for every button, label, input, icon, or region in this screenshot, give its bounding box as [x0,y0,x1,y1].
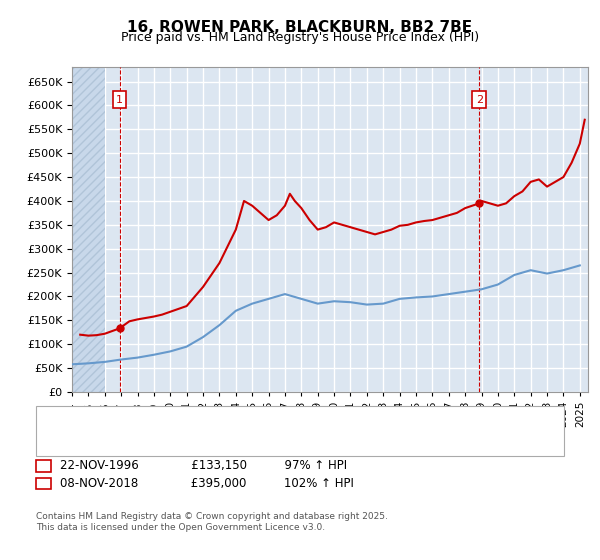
Text: HPI: Average price, detached house, Blackburn with Darwen: HPI: Average price, detached house, Blac… [99,443,413,453]
Text: 2: 2 [476,95,483,105]
Text: HPI: Average price, detached house, Blackburn with Darwen: HPI: Average price, detached house, Blac… [89,440,403,450]
Text: 08-NOV-2018              £395,000          102% ↑ HPI: 08-NOV-2018 £395,000 102% ↑ HPI [60,477,354,491]
Text: ─────: ───── [48,441,86,455]
Text: ─────: ───── [48,427,86,441]
Text: Price paid vs. HM Land Registry's House Price Index (HPI): Price paid vs. HM Land Registry's House … [121,31,479,44]
Text: 16, ROWEN PARK, BLACKBURN, BB2 7BE (detached house): 16, ROWEN PARK, BLACKBURN, BB2 7BE (deta… [89,429,395,439]
Text: 16, ROWEN PARK, BLACKBURN, BB2 7BE (detached house): 16, ROWEN PARK, BLACKBURN, BB2 7BE (deta… [99,429,405,439]
Text: 1: 1 [116,95,123,105]
Text: 16, ROWEN PARK, BLACKBURN, BB2 7BE: 16, ROWEN PARK, BLACKBURN, BB2 7BE [127,20,473,35]
Text: 2: 2 [40,479,47,489]
Text: 22-NOV-1996              £133,150          97% ↑ HPI: 22-NOV-1996 £133,150 97% ↑ HPI [60,459,347,473]
Text: Contains HM Land Registry data © Crown copyright and database right 2025.
This d: Contains HM Land Registry data © Crown c… [36,512,388,532]
Text: 1: 1 [40,461,47,471]
